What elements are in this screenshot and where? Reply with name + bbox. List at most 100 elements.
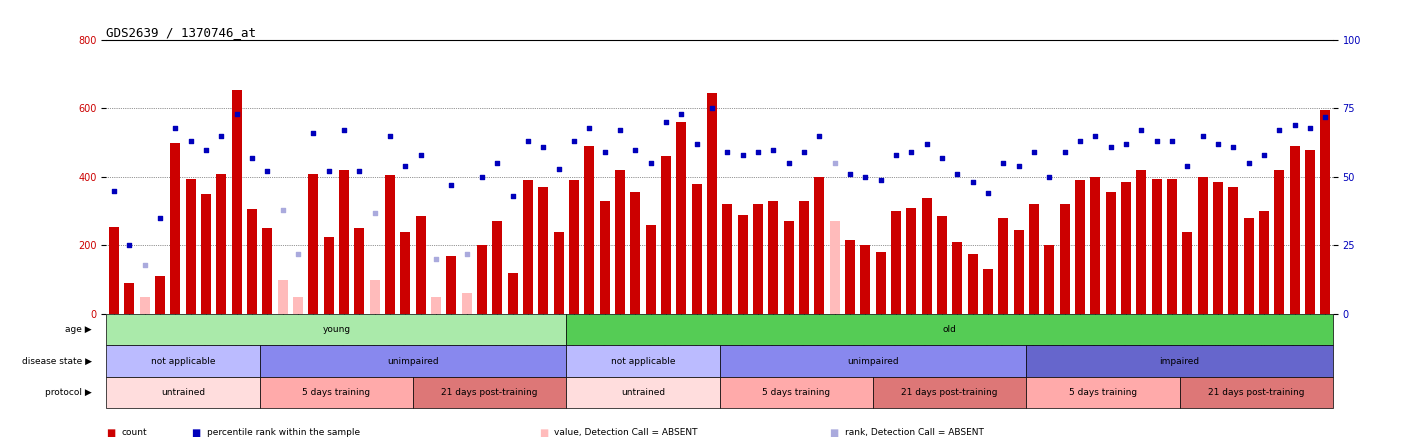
Bar xyxy=(231,90,241,314)
Point xyxy=(946,170,968,178)
Bar xyxy=(753,204,763,314)
Point xyxy=(118,242,140,249)
Bar xyxy=(1167,178,1177,314)
Point xyxy=(102,187,125,194)
Bar xyxy=(386,175,396,314)
Bar xyxy=(1075,180,1085,314)
Bar xyxy=(1090,177,1100,314)
Bar xyxy=(615,170,625,314)
Bar xyxy=(447,256,457,314)
Bar xyxy=(294,297,303,314)
Point xyxy=(761,146,784,153)
Point xyxy=(1038,174,1061,181)
Bar xyxy=(737,214,747,314)
Point xyxy=(1222,143,1245,151)
Bar xyxy=(719,345,1027,377)
Point xyxy=(793,149,815,156)
Bar xyxy=(462,293,472,314)
Point xyxy=(547,165,570,172)
Point xyxy=(1299,124,1322,131)
Bar xyxy=(413,377,566,408)
Bar xyxy=(873,377,1027,408)
Bar xyxy=(1059,204,1069,314)
Bar xyxy=(953,242,963,314)
Bar xyxy=(1228,187,1238,314)
Point xyxy=(838,170,861,178)
Point xyxy=(394,163,417,170)
Point xyxy=(808,132,831,139)
Point xyxy=(747,149,770,156)
Bar xyxy=(566,377,719,408)
Text: 21 days post-training: 21 days post-training xyxy=(441,388,537,397)
Bar xyxy=(170,143,180,314)
Point xyxy=(271,206,294,214)
Bar xyxy=(553,232,563,314)
Bar xyxy=(476,246,486,314)
Text: not applicable: not applicable xyxy=(611,357,675,366)
Text: impaired: impaired xyxy=(1160,357,1200,366)
Point xyxy=(257,168,279,175)
Text: value, Detection Call = ABSENT: value, Detection Call = ABSENT xyxy=(554,428,698,437)
Bar xyxy=(584,146,594,314)
Bar xyxy=(566,314,1333,345)
Point xyxy=(410,151,432,159)
Bar xyxy=(1275,170,1285,314)
Point xyxy=(347,168,370,175)
Point xyxy=(1283,121,1306,128)
Bar xyxy=(845,240,855,314)
Point xyxy=(977,190,1000,197)
Bar xyxy=(323,237,333,314)
Point xyxy=(915,140,937,147)
Bar xyxy=(186,178,196,314)
Point xyxy=(593,149,615,156)
Bar xyxy=(109,226,119,314)
Point xyxy=(424,256,447,263)
Point xyxy=(1191,132,1214,139)
Bar xyxy=(508,273,518,314)
Bar xyxy=(278,280,288,314)
Bar xyxy=(566,345,719,377)
Point xyxy=(164,124,187,131)
Bar xyxy=(1244,218,1254,314)
Text: ■: ■ xyxy=(191,428,201,438)
Bar xyxy=(814,177,824,314)
Bar xyxy=(1320,110,1330,314)
Point xyxy=(241,154,264,161)
Bar xyxy=(106,345,259,377)
Bar xyxy=(262,228,272,314)
Point xyxy=(669,111,692,118)
Bar xyxy=(1027,345,1333,377)
Text: ■: ■ xyxy=(539,428,549,438)
Text: 21 days post-training: 21 days post-training xyxy=(1208,388,1305,397)
Bar xyxy=(906,208,916,314)
Bar xyxy=(1305,150,1314,314)
Point xyxy=(379,132,401,139)
Bar xyxy=(1259,211,1269,314)
Bar xyxy=(676,122,686,314)
Bar xyxy=(719,377,873,408)
Text: count: count xyxy=(122,428,147,437)
Point xyxy=(993,160,1015,167)
Bar xyxy=(661,156,671,314)
Bar xyxy=(1029,204,1039,314)
Bar xyxy=(431,297,441,314)
Point xyxy=(532,143,554,151)
Bar xyxy=(769,201,778,314)
Text: 5 days training: 5 days training xyxy=(302,388,370,397)
Point xyxy=(700,105,723,112)
Bar xyxy=(106,377,259,408)
Bar xyxy=(1289,146,1299,314)
Point xyxy=(502,193,525,200)
Point xyxy=(149,214,172,222)
Bar xyxy=(861,246,871,314)
Point xyxy=(516,138,539,145)
Text: percentile rank within the sample: percentile rank within the sample xyxy=(207,428,360,437)
Point xyxy=(1268,127,1290,134)
Bar xyxy=(106,314,566,345)
Bar xyxy=(876,252,886,314)
Text: ■: ■ xyxy=(106,428,116,438)
Point xyxy=(961,179,984,186)
Point xyxy=(210,132,233,139)
Point xyxy=(286,250,309,257)
Bar xyxy=(125,283,135,314)
